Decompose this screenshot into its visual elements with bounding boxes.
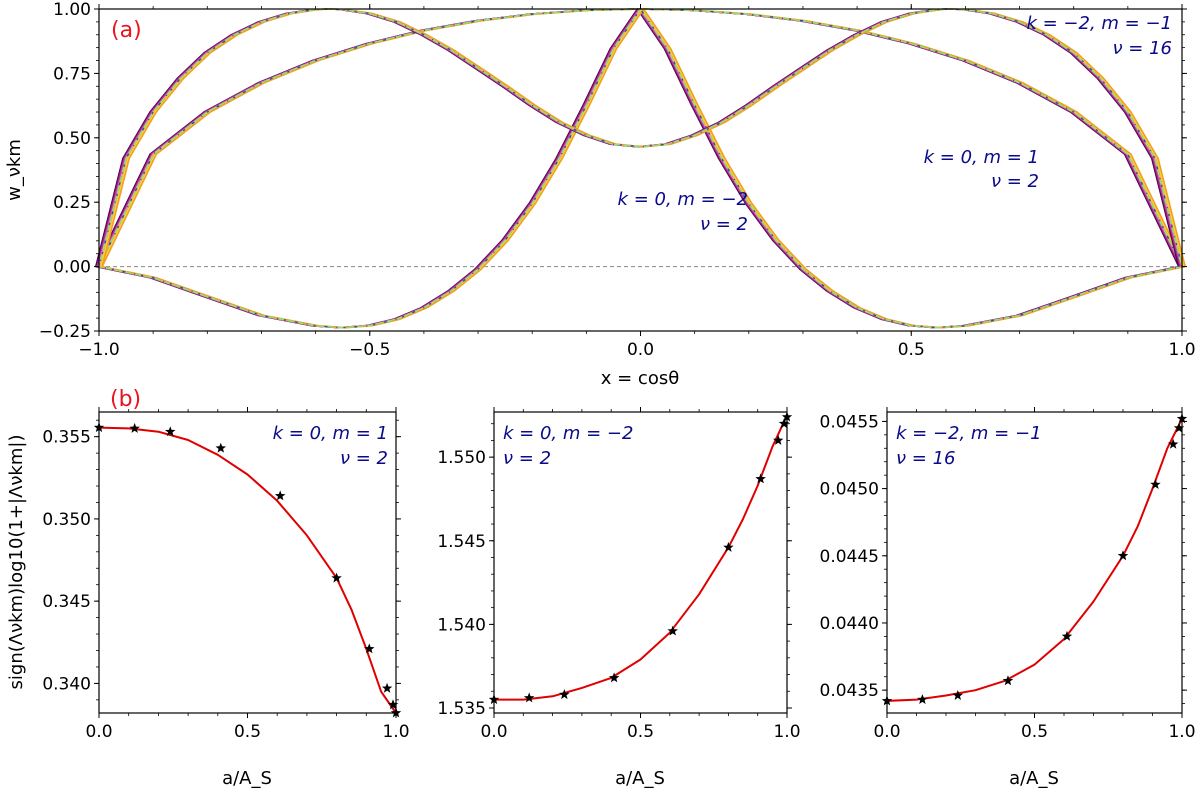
x-ticks-b3: 0.0 0.5 1.0 — [873, 407, 1196, 742]
plot-b1 — [93, 422, 402, 718]
annotation-b3-line1: k = −2, m = −1 — [896, 423, 1042, 444]
data-point-star — [1002, 675, 1014, 686]
data-point-star — [1150, 479, 1161, 489]
x-tick-label: 0.5 — [627, 722, 654, 742]
data-point-star — [608, 672, 620, 683]
data-point-star — [755, 473, 766, 484]
x-axis-label-b1: a/A_S — [222, 768, 272, 789]
annotation-b2-line1: k = 0, m = −2 — [503, 423, 633, 444]
data-point-star — [667, 625, 678, 636]
x-tick-label: 0.0 — [873, 722, 900, 742]
y-tick-label: 1.545 — [437, 532, 486, 552]
data-point-star — [381, 682, 393, 693]
annotation-k0m1-line2: ν = 2 — [991, 171, 1039, 192]
x-tick-label: 1.0 — [382, 722, 409, 742]
data-point-star — [331, 572, 342, 583]
annotation-b2-line2: ν = 2 — [503, 448, 551, 469]
y-tick-label: 0.355 — [42, 428, 91, 448]
x-tick-label: 0.0 — [85, 722, 112, 742]
x-ticks-b1: 0.0 0.5 1.0 — [85, 407, 410, 742]
data-point-star — [1117, 550, 1129, 561]
y-tick-label: 0.00 — [53, 258, 91, 278]
panel-b1: 0.0 0.5 1.0 0.340 0.345 0.350 0.355 (b) k = 0… — [6, 387, 410, 789]
y-tick-label: 0.75 — [53, 64, 91, 84]
data-point-star — [778, 418, 790, 429]
annotation-k0m-2-line1: k = 0, m = −2 — [618, 189, 748, 210]
y-tick-label: 0.0445 — [820, 547, 879, 567]
x-tick-label: 1.0 — [1168, 722, 1195, 742]
axes-frame-b2 — [493, 411, 788, 714]
annotation-b1-line1: k = 0, m = 1 — [273, 423, 388, 444]
x-axis-label-b2: a/A_S — [615, 768, 665, 789]
y-axis-label-b: sign(Λνkm)log10(1+|Λνkm|) — [6, 435, 27, 690]
y-tick-label: −0.25 — [39, 322, 91, 342]
panel-tag-b: (b) — [110, 387, 141, 412]
y-axis-label-a: w_νkm — [4, 139, 25, 201]
panel-b2: 0.0 0.5 1.0 1.535 1.540 1.545 1.550 k = 0, m … — [437, 407, 801, 789]
y-tick-label: 0.345 — [42, 592, 91, 612]
annotation-k-2-line2: ν = 16 — [1113, 38, 1172, 59]
data-point-star — [523, 692, 535, 703]
x-tick-label: 0.5 — [1021, 722, 1048, 742]
annotation-k0m-2-line2: ν = 2 — [700, 214, 748, 235]
data-point-star — [723, 541, 734, 552]
series-2 — [95, 8, 1186, 267]
x-tick-label: 0.5 — [234, 722, 261, 742]
x-tick-label: 0.0 — [627, 340, 654, 360]
x-axis-label-b3: a/A_S — [1009, 768, 1059, 789]
x-tick-label: −1.0 — [78, 340, 119, 360]
y-tick-label: 0.0435 — [820, 681, 879, 701]
annotation-b1-line2: ν = 2 — [340, 448, 388, 469]
y-tick-label: 1.535 — [437, 699, 486, 719]
data-point-star — [1167, 438, 1179, 449]
annotation-k-2-line1: k = −2, m = −1 — [1026, 13, 1172, 34]
x-ticks-b2: 0.0 0.5 1.0 — [480, 407, 801, 742]
data-point-star — [773, 434, 784, 445]
data-point-star — [274, 490, 286, 501]
x-tick-label: 0.5 — [898, 340, 925, 360]
y-tick-label: 0.25 — [53, 193, 91, 213]
axes-frame-b1 — [98, 411, 397, 714]
data-point-star — [952, 690, 963, 700]
x-tick-label: −0.5 — [349, 340, 390, 360]
axes-frame-b3 — [886, 411, 1183, 714]
x-tick-label: 0.0 — [480, 722, 507, 742]
y-tick-label: 0.0455 — [820, 412, 879, 432]
y-tick-label: 1.550 — [437, 448, 486, 468]
series-reference-dashed — [98, 8, 1183, 267]
y-tick-label: 1.540 — [437, 615, 486, 635]
x-axis-label-a: x = cosθ — [601, 368, 679, 389]
panel-tag-a: (a) — [111, 18, 142, 43]
y-tick-label: 0.50 — [53, 129, 91, 149]
y-tick-label: 0.0450 — [820, 480, 879, 500]
x-ticks-a: −1.0 −0.5 0.0 0.5 1.0 — [78, 4, 1196, 360]
annotation-k0m1-line1: k = 0, m = 1 — [924, 147, 1039, 168]
data-point-star — [165, 426, 176, 437]
y-ticks-b2: 1.535 1.540 1.545 1.550 — [437, 423, 792, 719]
fit-curve — [494, 414, 788, 701]
axes-frame-a — [98, 8, 1183, 332]
panel-a: −1.0 −0.5 0.0 0.5 1.0 −0.25 0.00 0.25 0.50 0.75 1… — [4, 0, 1196, 389]
y-ticks-b3: 0.0435 0.0440 0.0445 0.0450 0.0455 — [820, 412, 1187, 704]
annotation-b3-line2: ν = 16 — [896, 448, 955, 469]
x-tick-label: 1.0 — [1168, 340, 1195, 360]
y-tick-label: 0.340 — [42, 674, 91, 694]
data-point-star — [129, 422, 140, 433]
data-point-star — [364, 643, 375, 654]
x-tick-label: 1.0 — [773, 722, 800, 742]
y-tick-label: 0.350 — [42, 510, 91, 530]
panel-b3: 0.0 0.5 1.0 0.0435 0.0440 0.0445 0.0450 0.0455… — [820, 407, 1196, 789]
data-point-star — [559, 689, 570, 700]
data-point-star — [1061, 630, 1073, 641]
y-tick-label: 0.0440 — [820, 614, 879, 634]
y-tick-label: 1.00 — [53, 0, 91, 20]
data-point-star — [1173, 422, 1185, 433]
data-point-star — [917, 694, 928, 704]
y-ticks-b1: 0.340 0.345 0.350 0.355 — [42, 419, 401, 701]
data-point-star — [387, 699, 399, 710]
data-point-star — [215, 442, 226, 453]
